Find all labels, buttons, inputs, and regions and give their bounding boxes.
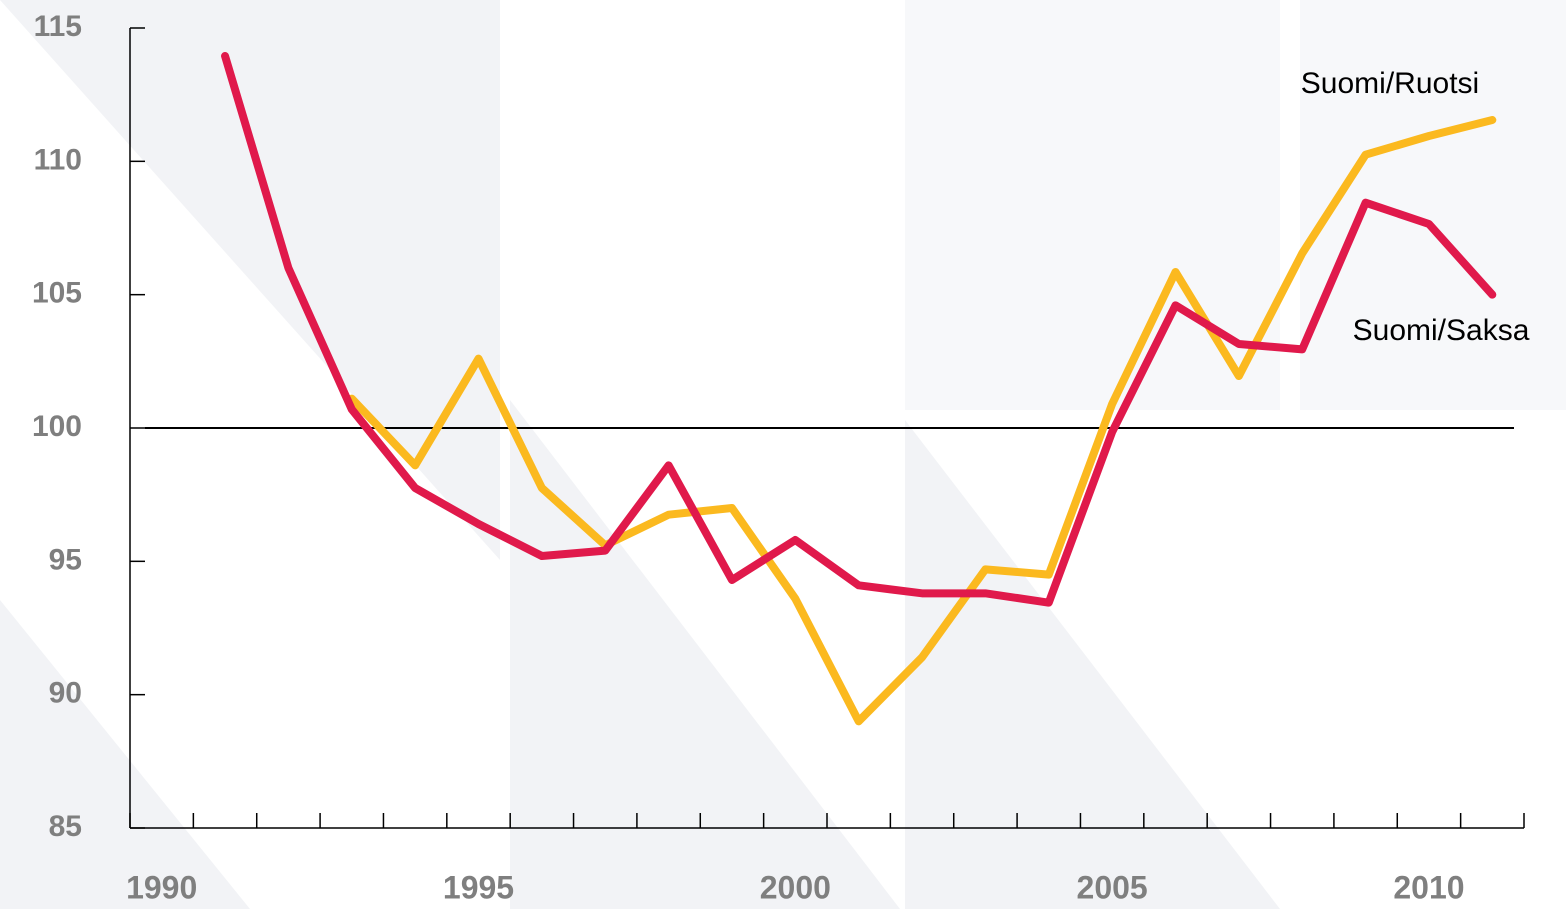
x-tick-label: 2005 [1077, 869, 1148, 905]
y-tick-label: 90 [49, 677, 82, 710]
plot-area: 85 90 95 100 105 110 115 1990 1995 2000 2005 2010 Su… [32, 10, 1530, 906]
y-tick-label: 85 [49, 810, 82, 843]
series-label: Suomi/Ruotsi [1301, 67, 1479, 100]
series-line [347, 116, 1497, 726]
x-tick-label: 2000 [760, 869, 831, 905]
series-label: Suomi/Saksa [1353, 314, 1530, 347]
x-tick-label: 1995 [443, 869, 514, 905]
series-line [221, 52, 1497, 607]
y-tick-label: 115 [34, 10, 82, 43]
x-tick-label: 1990 [126, 869, 197, 905]
y-tick-label: 95 [49, 543, 82, 576]
y-tick-label: 100 [32, 410, 82, 443]
y-tick-label: 110 [34, 143, 82, 176]
x-tick-label: 2010 [1393, 869, 1464, 905]
y-tick-label: 105 [32, 277, 82, 310]
